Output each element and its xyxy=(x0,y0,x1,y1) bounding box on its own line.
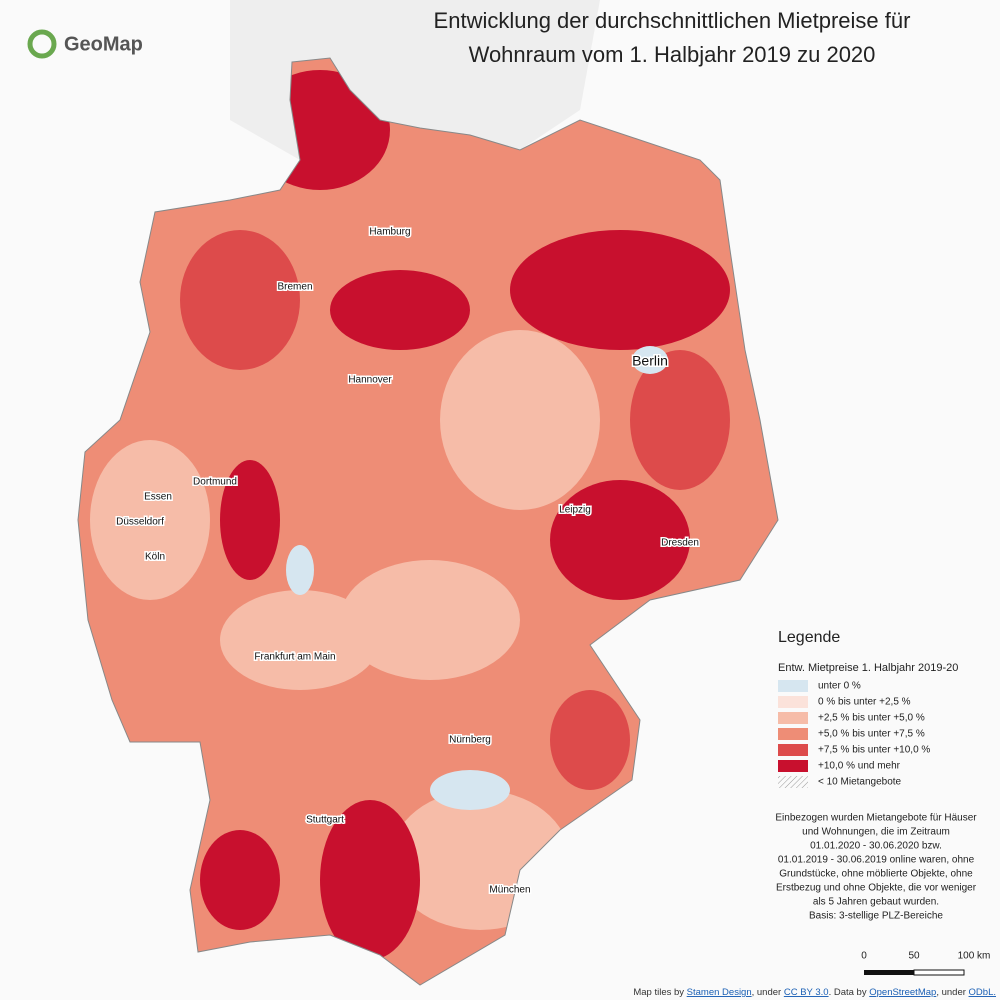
note-line: 01.01.2019 - 30.06.2019 online waren, oh… xyxy=(778,855,975,866)
city-label: Nürnberg xyxy=(449,735,491,746)
legend-swatch xyxy=(778,760,808,772)
attribution: Map tiles by Stamen Design, under CC BY … xyxy=(633,987,996,998)
city-label: Bremen xyxy=(277,282,312,293)
city-label: Frankfurt am Main xyxy=(254,652,335,663)
legend-subtitle: Entw. Mietpreise 1. Halbjahr 2019-20 xyxy=(778,662,958,674)
legend-swatch xyxy=(778,712,808,724)
legend-swatch xyxy=(778,696,808,708)
city-label: Hannover xyxy=(348,375,392,386)
city-label: Dortmund xyxy=(193,477,237,488)
attribution-text: , under xyxy=(936,987,968,998)
note-line: und Wohnungen, die im Zeitraum xyxy=(802,827,950,838)
note-line: Grundstücke, ohne möblierte Objekte, ohn… xyxy=(779,869,973,880)
attribution-link[interactable]: ODbL. xyxy=(969,987,996,998)
attribution-link[interactable]: CC BY 3.0 xyxy=(784,987,829,998)
city-label: Stuttgart xyxy=(306,815,344,826)
legend-label: unter 0 % xyxy=(818,681,861,692)
logo-text: GeoMap xyxy=(64,33,143,55)
city-label: Köln xyxy=(145,552,165,563)
note-line: Erstbezug und ohne Objekte, die vor weni… xyxy=(776,883,977,894)
note-line: als 5 Jahren gebaut wurden. xyxy=(813,897,939,908)
legend-label: +5,0 % bis unter +7,5 % xyxy=(818,729,925,740)
attribution-text: , under xyxy=(752,987,784,998)
border xyxy=(77,57,779,986)
city-label: Essen xyxy=(144,492,172,503)
legend-swatch xyxy=(778,744,808,756)
scale-bar: 0 50 100 km xyxy=(861,951,991,976)
scale-label: 50 xyxy=(908,951,920,962)
attribution-link[interactable]: Stamen Design xyxy=(687,987,752,998)
legend-label: +2,5 % bis unter +5,0 % xyxy=(818,713,925,724)
title-line: Entwicklung der durchschnittlichen Mietp… xyxy=(434,8,911,33)
city-label: Berlin xyxy=(632,353,668,369)
note-line: 01.01.2020 - 30.06.2020 bzw. xyxy=(810,841,942,852)
scale-label: 0 xyxy=(861,951,867,962)
legend-label: +7,5 % bis unter +10,0 % xyxy=(818,745,930,756)
city-labels: Hamburg Bremen Hannover Berlin Dortmund Essen… xyxy=(115,225,701,897)
notes: Einbezogen wurden Mietangebote für Häuse… xyxy=(775,813,977,922)
scale-label: 100 km xyxy=(958,951,991,962)
city-label: Hamburg xyxy=(369,227,410,238)
legend-swatch xyxy=(778,776,808,788)
note-line: Basis: 3-stellige PLZ-Bereiche xyxy=(809,911,943,922)
attribution-text: Map tiles by xyxy=(633,987,686,998)
legend-label: +10,0 % und mehr xyxy=(818,761,901,772)
attribution-link[interactable]: OpenStreetMap xyxy=(869,987,936,998)
city-label: München xyxy=(489,885,530,896)
attribution-text: . Data by xyxy=(829,987,870,998)
note-line: Einbezogen wurden Mietangebote für Häuse… xyxy=(775,813,977,824)
title-line: Wohnraum vom 1. Halbjahr 2019 zu 2020 xyxy=(469,42,876,67)
city-label: Düsseldorf xyxy=(116,517,164,528)
legend-label: 0 % bis unter +2,5 % xyxy=(818,697,911,708)
city-label: Dresden xyxy=(661,538,699,549)
legend: Legende Entw. Mietpreise 1. Halbjahr 201… xyxy=(778,629,958,788)
logo: GeoMap xyxy=(27,29,143,59)
city-label: Leipzig xyxy=(559,505,591,516)
legend-label: < 10 Mietangebote xyxy=(818,777,902,788)
legend-swatch xyxy=(778,680,808,692)
legend-swatch xyxy=(778,728,808,740)
legend-title: Legende xyxy=(778,629,840,646)
